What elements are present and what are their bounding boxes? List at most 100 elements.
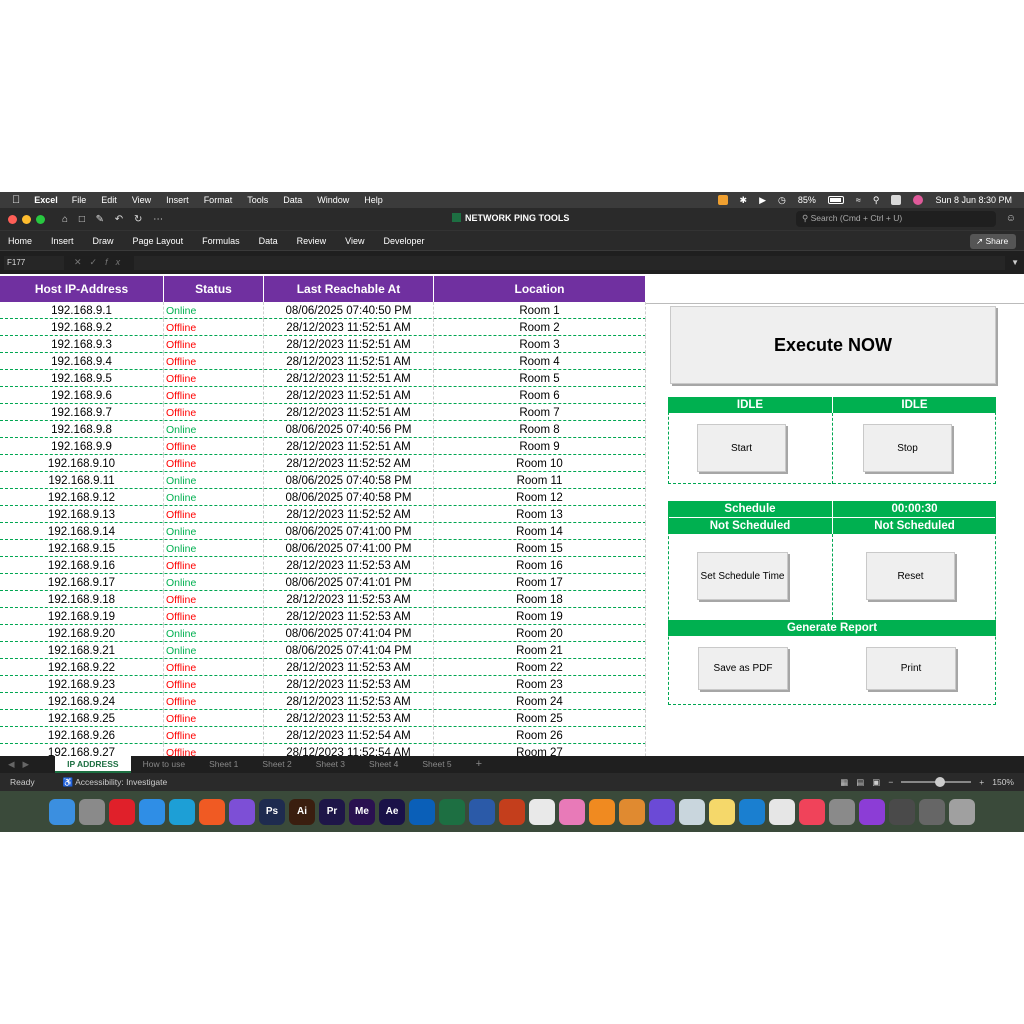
cell-location[interactable]: Room 24: [434, 693, 646, 710]
trash-app-icon[interactable]: [949, 798, 975, 825]
excel-app-icon[interactable]: [439, 798, 465, 825]
launchpad-app-icon[interactable]: [79, 798, 105, 825]
brave-app-icon[interactable]: [199, 798, 225, 825]
page-layout-view-icon[interactable]: ▤: [856, 776, 865, 787]
cell-host-ip[interactable]: 192.168.9.15: [0, 540, 164, 557]
menu-view[interactable]: View: [123, 195, 151, 205]
siri-icon[interactable]: [913, 195, 924, 205]
header-last-reachable[interactable]: Last Reachable At: [264, 276, 434, 302]
menu-format[interactable]: Format: [195, 195, 233, 205]
cell-status[interactable]: Online: [164, 472, 264, 489]
ps-app-icon[interactable]: Ps: [259, 798, 285, 825]
cell-last-reachable[interactable]: 28/12/2023 11:52:53 AM: [264, 710, 434, 727]
cell-host-ip[interactable]: 192.168.9.25: [0, 710, 164, 727]
table-row[interactable]: 192.168.9.26 Offline 28/12/2023 11:52:54 A…: [0, 727, 646, 744]
cell-location[interactable]: Room 27: [434, 744, 646, 756]
table-row[interactable]: 192.168.9.20 Online 08/06/2025 07:41:04 PM…: [0, 625, 646, 642]
tab-review[interactable]: Review: [296, 235, 327, 246]
cell-last-reachable[interactable]: 08/06/2025 07:41:04 PM: [264, 625, 434, 642]
cell-last-reachable[interactable]: 28/12/2023 11:52:51 AM: [264, 387, 434, 404]
cell-last-reachable[interactable]: 28/12/2023 11:52:51 AM: [264, 319, 434, 336]
table-row[interactable]: 192.168.9.17 Online 08/06/2025 07:41:01 PM…: [0, 574, 646, 591]
cell-last-reachable[interactable]: 28/12/2023 11:52:53 AM: [264, 659, 434, 676]
safari-app-icon[interactable]: [139, 798, 165, 825]
cell-last-reachable[interactable]: 28/12/2023 11:52:51 AM: [264, 438, 434, 455]
cell-location[interactable]: Room 2: [434, 319, 646, 336]
powerpoint-app-icon[interactable]: [499, 798, 525, 825]
vscode-app-icon[interactable]: [739, 798, 765, 825]
cell-host-ip[interactable]: 192.168.9.1: [0, 302, 164, 319]
cell-location[interactable]: Room 5: [434, 370, 646, 387]
cell-status[interactable]: Online: [164, 302, 264, 319]
menu-app-name[interactable]: Excel: [26, 195, 58, 205]
cell-status[interactable]: Offline: [164, 319, 264, 336]
blender-app-icon[interactable]: [619, 798, 645, 825]
play-icon[interactable]: ▶: [759, 194, 767, 205]
cell-host-ip[interactable]: 192.168.9.8: [0, 421, 164, 438]
disk-app-icon[interactable]: [679, 798, 705, 825]
cell-last-reachable[interactable]: 08/06/2025 07:40:50 PM: [264, 302, 434, 319]
cell-last-reachable[interactable]: 08/06/2025 07:41:00 PM: [264, 540, 434, 557]
clock-icon[interactable]: ◷: [778, 194, 786, 205]
tab-home[interactable]: Home: [8, 235, 33, 246]
table-row[interactable]: 192.168.9.11 Online 08/06/2025 07:40:58 PM…: [0, 472, 646, 489]
outlook-app-icon[interactable]: [409, 798, 435, 825]
cell-host-ip[interactable]: 192.168.9.10: [0, 455, 164, 472]
header-status[interactable]: Status: [164, 276, 264, 302]
formula-input[interactable]: [134, 255, 1006, 270]
minimize-window-icon[interactable]: [22, 214, 31, 224]
cell-last-reachable[interactable]: 28/12/2023 11:52:51 AM: [264, 353, 434, 370]
cell-host-ip[interactable]: 192.168.9.4: [0, 353, 164, 370]
wrangler-app-icon[interactable]: [769, 798, 795, 825]
table-row[interactable]: 192.168.9.8 Online 08/06/2025 07:40:56 PM R…: [0, 421, 646, 438]
cell-status[interactable]: Offline: [164, 438, 264, 455]
cell-host-ip[interactable]: 192.168.9.9: [0, 438, 164, 455]
cell-host-ip[interactable]: 192.168.9.22: [0, 659, 164, 676]
photos-app-icon[interactable]: [559, 798, 585, 825]
table-row[interactable]: 192.168.9.16 Offline 28/12/2023 11:52:53 A…: [0, 557, 646, 574]
cell-location[interactable]: Room 11: [434, 472, 646, 489]
tab-page-layout[interactable]: Page Layout: [132, 235, 184, 246]
start-button[interactable]: Start: [697, 424, 786, 472]
cell-status[interactable]: Online: [164, 489, 264, 506]
cell-last-reachable[interactable]: 28/12/2023 11:52:52 AM: [264, 506, 434, 523]
cell-location[interactable]: Room 14: [434, 523, 646, 540]
cell-location[interactable]: Room 22: [434, 659, 646, 676]
cell-location[interactable]: Room 13: [434, 506, 646, 523]
cell-last-reachable[interactable]: 08/06/2025 07:41:00 PM: [264, 523, 434, 540]
cell-location[interactable]: Room 25: [434, 710, 646, 727]
chevron-down-icon[interactable]: ▼: [1011, 258, 1019, 267]
preview-app-icon[interactable]: [889, 798, 915, 825]
cell-last-reachable[interactable]: 08/06/2025 07:41:04 PM: [264, 642, 434, 659]
pr-app-icon[interactable]: Pr: [319, 798, 345, 825]
battery-icon[interactable]: [827, 196, 844, 204]
sheet-tab-sheet4[interactable]: Sheet 4: [369, 759, 399, 769]
app-status-icon[interactable]: [717, 195, 728, 205]
cell-status[interactable]: Offline: [164, 744, 264, 756]
cell-host-ip[interactable]: 192.168.9.6: [0, 387, 164, 404]
quick-access-toolbar[interactable]: ⌂ □ ✎ ↶ ↻ ⋯: [62, 213, 168, 225]
menu-help[interactable]: Help: [356, 195, 383, 205]
menu-tools[interactable]: Tools: [238, 195, 268, 205]
sheet-tab-how-to-use[interactable]: How to use: [142, 759, 186, 769]
menu-edit[interactable]: Edit: [93, 195, 117, 205]
cell-status[interactable]: Offline: [164, 370, 264, 387]
sheet-tab-sheet1[interactable]: Sheet 1: [209, 759, 239, 769]
cell-location[interactable]: Room 3: [434, 336, 646, 353]
add-sheet-icon[interactable]: +: [475, 758, 483, 770]
tab-view[interactable]: View: [345, 235, 365, 246]
cell-location[interactable]: Room 26: [434, 727, 646, 744]
table-row[interactable]: 192.168.9.15 Online 08/06/2025 07:41:00 PM…: [0, 540, 646, 557]
table-row[interactable]: 192.168.9.7 Offline 28/12/2023 11:52:51 AM…: [0, 404, 646, 421]
sheet-tab-sheet2[interactable]: Sheet 2: [262, 759, 292, 769]
normal-view-icon[interactable]: ▦: [840, 776, 849, 787]
files-app-icon[interactable]: [529, 798, 555, 825]
cell-status[interactable]: Offline: [164, 608, 264, 625]
apple-icon[interactable]: : [12, 194, 20, 206]
cell-last-reachable[interactable]: 28/12/2023 11:52:53 AM: [264, 591, 434, 608]
menu-insert[interactable]: Insert: [157, 195, 189, 205]
zoom-slider[interactable]: [901, 777, 972, 787]
cell-host-ip[interactable]: 192.168.9.27: [0, 744, 164, 756]
name-box[interactable]: F177: [4, 255, 64, 270]
cell-location[interactable]: Room 8: [434, 421, 646, 438]
